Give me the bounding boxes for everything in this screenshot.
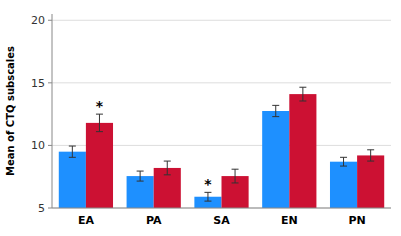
- error-bar: [367, 150, 374, 161]
- error-bar: [272, 105, 279, 116]
- error-bar: [340, 157, 347, 166]
- bar: [357, 155, 384, 208]
- error-bar-stem: [140, 171, 141, 181]
- y-tick-label: 10: [31, 139, 45, 152]
- error-bar-cap: [367, 149, 374, 150]
- error-bar-stem: [275, 105, 276, 116]
- error-bar-cap: [137, 181, 144, 182]
- y-tick: [48, 82, 52, 83]
- y-tick: [48, 145, 52, 146]
- bar: [262, 111, 289, 208]
- bar: [289, 94, 316, 208]
- x-tick-label: SA: [213, 214, 230, 227]
- y-tick-label: 5: [38, 202, 45, 215]
- error-bar: [69, 146, 76, 157]
- error-bar-cap: [137, 171, 144, 172]
- error-bar-cap: [232, 182, 239, 183]
- error-bar-cap: [164, 174, 171, 175]
- error-bar: [299, 87, 306, 101]
- grid-line: [52, 82, 391, 83]
- y-tick: [48, 20, 52, 21]
- error-bar-stem: [99, 114, 100, 132]
- error-bar: [164, 161, 171, 175]
- x-tick-label: PA: [146, 214, 162, 227]
- annotation: *: [96, 98, 104, 114]
- y-tick-label: 20: [31, 14, 45, 27]
- y-axis-label: Mean of CTQ subscales: [5, 46, 16, 176]
- error-bar-stem: [207, 192, 208, 201]
- error-bar-cap: [299, 87, 306, 88]
- error-bar-stem: [72, 146, 73, 157]
- error-bar-stem: [302, 87, 303, 101]
- error-bar: [96, 114, 103, 132]
- error-bar-cap: [232, 169, 239, 170]
- annotation: *: [204, 176, 212, 192]
- bar: [86, 123, 113, 208]
- y-tick: [48, 208, 52, 209]
- error-bar: [137, 171, 144, 181]
- plot-area: [59, 87, 384, 208]
- x-tick-label: EN: [281, 214, 298, 227]
- x-tick-label: EA: [78, 214, 95, 227]
- x-axis-line: [52, 208, 391, 209]
- error-bar-stem: [370, 150, 371, 161]
- error-bar-cap: [164, 161, 171, 162]
- chart-container: 5 10 15 20 EA PA SA EN PN Mean of CTQ subscales * *: [0, 0, 401, 236]
- grid-line: [52, 20, 391, 21]
- error-bar-cap: [340, 157, 347, 158]
- error-bar-cap: [272, 116, 279, 117]
- bar: [330, 162, 357, 208]
- error-bar-stem: [235, 169, 236, 183]
- error-bar-cap: [204, 201, 211, 202]
- chart-svg: 5 10 15 20 EA PA SA EN PN Mean of CTQ subscales * *: [0, 0, 401, 236]
- bar: [127, 176, 154, 208]
- error-bar-cap: [69, 157, 76, 158]
- y-axis-line: [52, 14, 53, 208]
- error-bar-cap: [96, 131, 103, 132]
- error-bar-cap: [272, 105, 279, 106]
- error-bar-cap: [367, 161, 374, 162]
- bar: [59, 152, 86, 208]
- error-bar-cap: [299, 100, 306, 101]
- error-bar-cap: [340, 166, 347, 167]
- error-bar: [232, 169, 239, 183]
- y-tick-label: 15: [31, 77, 45, 90]
- error-bar: [204, 192, 211, 201]
- grid-line: [52, 208, 391, 209]
- error-bar-stem: [343, 157, 344, 166]
- error-bar-stem: [167, 161, 168, 175]
- x-tick-label: PN: [348, 214, 365, 227]
- error-bar-cap: [69, 146, 76, 147]
